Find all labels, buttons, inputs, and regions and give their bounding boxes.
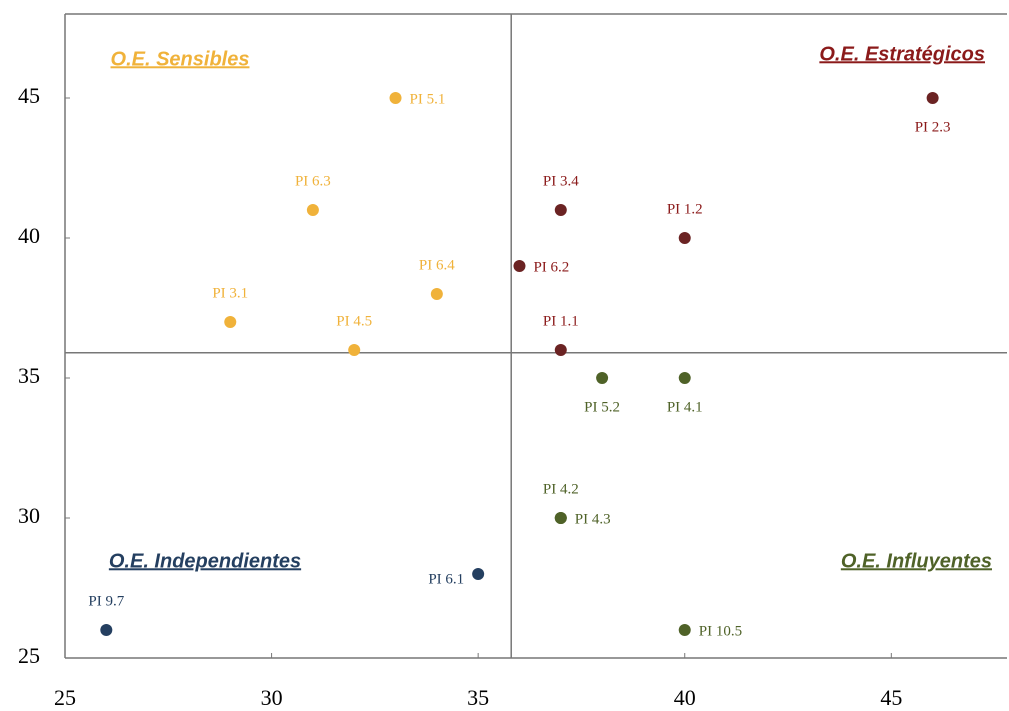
point: [678, 624, 691, 636]
y-tick-label: 40: [18, 223, 40, 248]
point-label: PI 2.3: [915, 119, 951, 135]
point-label: PI 5.2: [584, 399, 620, 415]
x-tick-label: 25: [54, 685, 76, 710]
y-tick-label: 25: [18, 643, 40, 668]
point-label: PI 3.4: [543, 173, 579, 189]
point-label: PI 1.1: [543, 313, 579, 329]
x-tick-label: 35: [467, 685, 489, 710]
y-tick-label: 30: [18, 503, 40, 528]
quadrant-name: O.E. Independientes: [109, 550, 301, 572]
point: [306, 204, 319, 216]
point: [224, 316, 237, 328]
point-label: PI 3.1: [212, 285, 248, 301]
point-label: PI 6.4: [419, 257, 455, 273]
point: [554, 512, 567, 524]
point: [596, 372, 609, 384]
point-label: PI 6.1: [428, 571, 464, 587]
quadrant-name: O.E. Sensibles: [111, 48, 250, 70]
point: [678, 232, 691, 244]
point: [926, 92, 939, 104]
point: [430, 288, 443, 300]
x-tick-label: 30: [261, 685, 283, 710]
point: [472, 568, 485, 580]
point-label: PI 4.5: [336, 313, 372, 329]
quadrant-name: O.E. Estratégicos: [819, 43, 985, 65]
point-label: PI 4.1: [667, 399, 703, 415]
point: [389, 92, 402, 104]
y-tick-label: 35: [18, 363, 40, 388]
quadrant-name: O.E. Influyentes: [841, 550, 992, 572]
point-label: PI 6.3: [295, 173, 331, 189]
point-label: PI 9.7: [88, 593, 124, 609]
point-label: PI 5.1: [410, 91, 446, 107]
point-label: PI 4.3: [575, 511, 611, 527]
point: [554, 344, 567, 356]
point-label: PI 10.5: [699, 623, 742, 639]
point: [678, 372, 691, 384]
point: [100, 624, 113, 636]
x-tick-label: 45: [880, 685, 902, 710]
point-label: PI 1.2: [667, 201, 703, 217]
point-label: PI 6.2: [533, 259, 569, 275]
x-tick-label: 40: [674, 685, 696, 710]
point: [513, 260, 526, 272]
point-label: PI 4.2: [543, 481, 579, 497]
point: [554, 204, 567, 216]
point: [348, 344, 361, 356]
y-tick-label: 45: [18, 83, 40, 108]
